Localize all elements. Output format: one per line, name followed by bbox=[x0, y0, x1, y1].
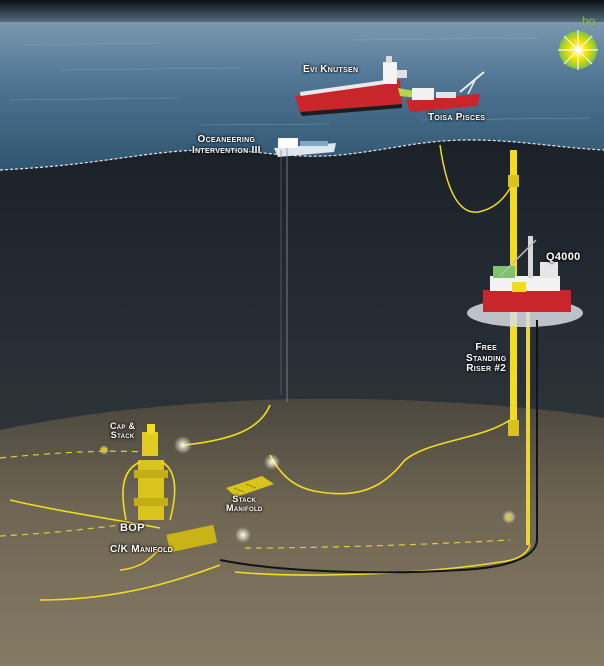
label-free-line2: Standing bbox=[466, 352, 507, 364]
label-ck-manifold: C/K Manifold bbox=[110, 544, 174, 556]
bop-structure-icon bbox=[122, 424, 176, 521]
label-stack-manifold: Stack Manifold bbox=[226, 494, 263, 514]
label-stack-manifold-line2: Manifold bbox=[226, 503, 263, 514]
wave-texture bbox=[9, 37, 591, 126]
label-toisa-pisces: Toisa Pisces bbox=[428, 112, 486, 124]
label-bop: BOP bbox=[120, 522, 145, 535]
q4000-platform-icon bbox=[467, 236, 583, 327]
stack-manifold-icon bbox=[226, 476, 274, 497]
ck-manifold-icon bbox=[119, 524, 218, 571]
label-cap-line2: Stack bbox=[110, 430, 135, 441]
seabed-lights bbox=[99, 436, 516, 543]
label-q4000-text: Q4000 bbox=[546, 251, 581, 263]
label-oceaneering-line2: Intervention III bbox=[192, 144, 261, 156]
label-free-standing-riser: Free Standing Riser #2 bbox=[466, 342, 507, 375]
label-q4000: Q4000 bbox=[546, 251, 581, 264]
label-oceaneering: Oceaneering Intervention III bbox=[192, 134, 261, 156]
seabed-light-housings bbox=[101, 448, 512, 519]
sea-surface-edge bbox=[0, 139, 604, 171]
hose-from-toisa bbox=[439, 144, 515, 213]
label-oceaneering-line1: Oceaneering bbox=[197, 134, 256, 145]
label-free-line1: Free bbox=[475, 342, 498, 353]
label-free-line3: Riser #2 bbox=[466, 363, 507, 374]
seabed bbox=[0, 398, 604, 666]
bp-logo-icon bbox=[558, 30, 598, 70]
dashed-lines bbox=[0, 450, 511, 549]
label-cap-line1: Cap & bbox=[110, 421, 136, 431]
label-evi-knutsen-text: Evi Knutsen bbox=[303, 64, 359, 75]
black-riser-line bbox=[219, 320, 538, 574]
label-bop-text: BOP bbox=[120, 522, 145, 534]
label-evi-knutsen: Evi Knutsen bbox=[303, 64, 359, 76]
bp-logo-text: bo bbox=[582, 14, 596, 28]
oceaneering-vessel-icon bbox=[274, 138, 336, 402]
flowlines bbox=[9, 404, 531, 601]
label-ck-manifold-text: C/K Manifold bbox=[110, 544, 174, 555]
label-toisa-pisces-text: Toisa Pisces bbox=[428, 112, 486, 123]
label-cap-stack: Cap & Stack bbox=[110, 421, 136, 441]
evi-knutsen-ship-icon bbox=[295, 56, 420, 116]
toisa-pisces-ship-icon bbox=[406, 71, 485, 112]
label-stack-manifold-line1: Stack bbox=[232, 494, 257, 504]
